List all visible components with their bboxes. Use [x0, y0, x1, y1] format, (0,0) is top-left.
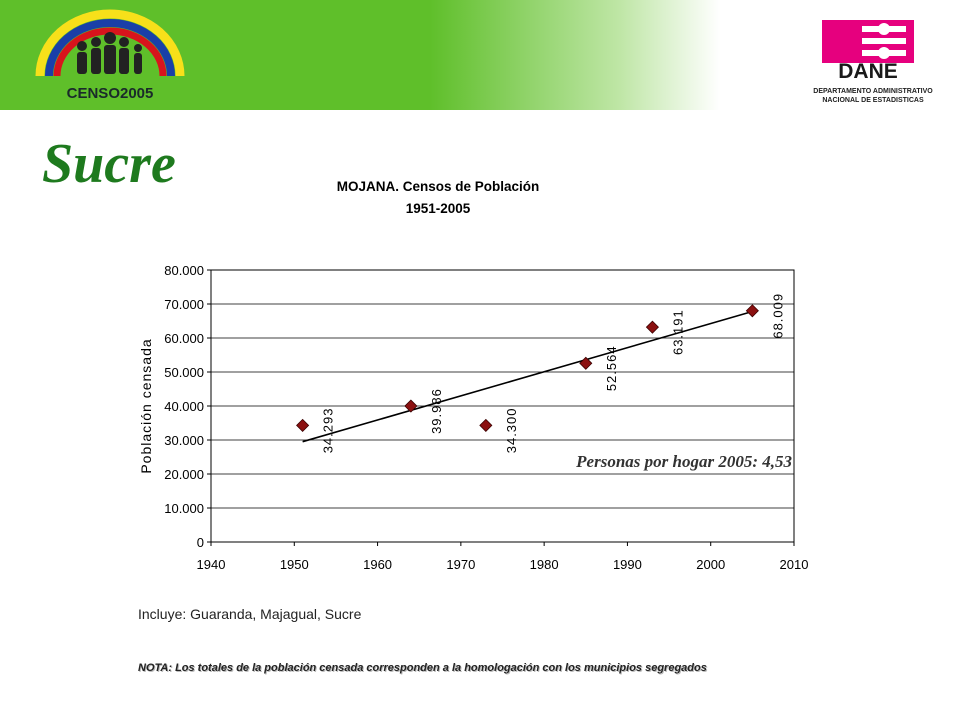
dane-subtitle-line2: NACIONAL DE ESTADISTICAS: [822, 97, 924, 104]
data-label: 68.009: [770, 293, 785, 339]
y-tick-label: 20.000: [164, 467, 204, 482]
dane-logo-text: DANE: [838, 60, 898, 83]
x-tick-label: 1950: [280, 557, 309, 572]
region-title: Sucre: [42, 133, 176, 195]
censo-logo: CENSO2005: [35, 9, 185, 102]
y-tick-label: 60.000: [164, 331, 204, 346]
dane-subtitle: DEPARTAMENTO ADMINISTRATIVO NACIONAL DE …: [790, 87, 956, 105]
header-banner: CENSO2005 DANE: [0, 0, 960, 110]
x-tick-label: 1940: [197, 557, 226, 572]
trend-line: [302, 310, 753, 443]
y-axis-label: Población censada: [138, 338, 154, 473]
data-point: [645, 320, 659, 334]
x-tick-label: 1980: [530, 557, 559, 572]
data-label: 63.191: [670, 309, 685, 355]
data-label: 34.293: [321, 408, 336, 454]
axis-ticks: 0 10.000 20.000 30.000 40.000 50.000 60.000 70.…: [164, 263, 808, 572]
y-tick-label: 80.000: [164, 263, 204, 278]
y-tick-label: 50.000: [164, 365, 204, 380]
data-point: [479, 418, 493, 432]
x-tick-label: 1990: [613, 557, 642, 572]
y-tick-label: 10.000: [164, 501, 204, 516]
chart-title-block: MOJANA. Censos de Población 1951-2005: [300, 176, 576, 220]
chart-subtitle: 1951-2005: [405, 201, 471, 216]
grid-lines: [211, 269, 794, 509]
footnote: NOTA: Los totales de la población censad…: [138, 662, 707, 674]
dane-subtitle-line1: DEPARTAMENTO ADMINISTRATIVO: [813, 88, 933, 95]
censo-logo-text: CENSO2005: [67, 85, 154, 102]
x-tick-label: 1970: [446, 557, 475, 572]
chart-title: MOJANA. Censos de Población: [336, 179, 540, 194]
y-tick-label: 0: [197, 535, 204, 550]
includes-text: Incluye: Guaranda, Majagual, Sucre: [138, 606, 362, 622]
data-label: 52.564: [604, 345, 619, 391]
x-tick-label: 1960: [363, 557, 392, 572]
x-tick-label: 2010: [780, 557, 809, 572]
y-tick-label: 40.000: [164, 399, 204, 414]
data-point: [296, 418, 310, 432]
y-tick-label: 70.000: [164, 297, 204, 312]
persons-per-household-annotation: Personas por hogar 2005: 4,53: [575, 452, 792, 471]
data-points: 34.293 39.986 34.300 52.564 63.191 68.009: [296, 293, 785, 454]
data-label: 39.986: [429, 388, 444, 434]
data-point: [579, 356, 593, 370]
dane-logo: DANE: [822, 20, 914, 83]
data-point: [404, 399, 418, 413]
data-label: 34.300: [504, 407, 519, 453]
y-tick-label: 30.000: [164, 433, 204, 448]
x-tick-label: 2000: [696, 557, 725, 572]
data-point: [745, 304, 759, 318]
